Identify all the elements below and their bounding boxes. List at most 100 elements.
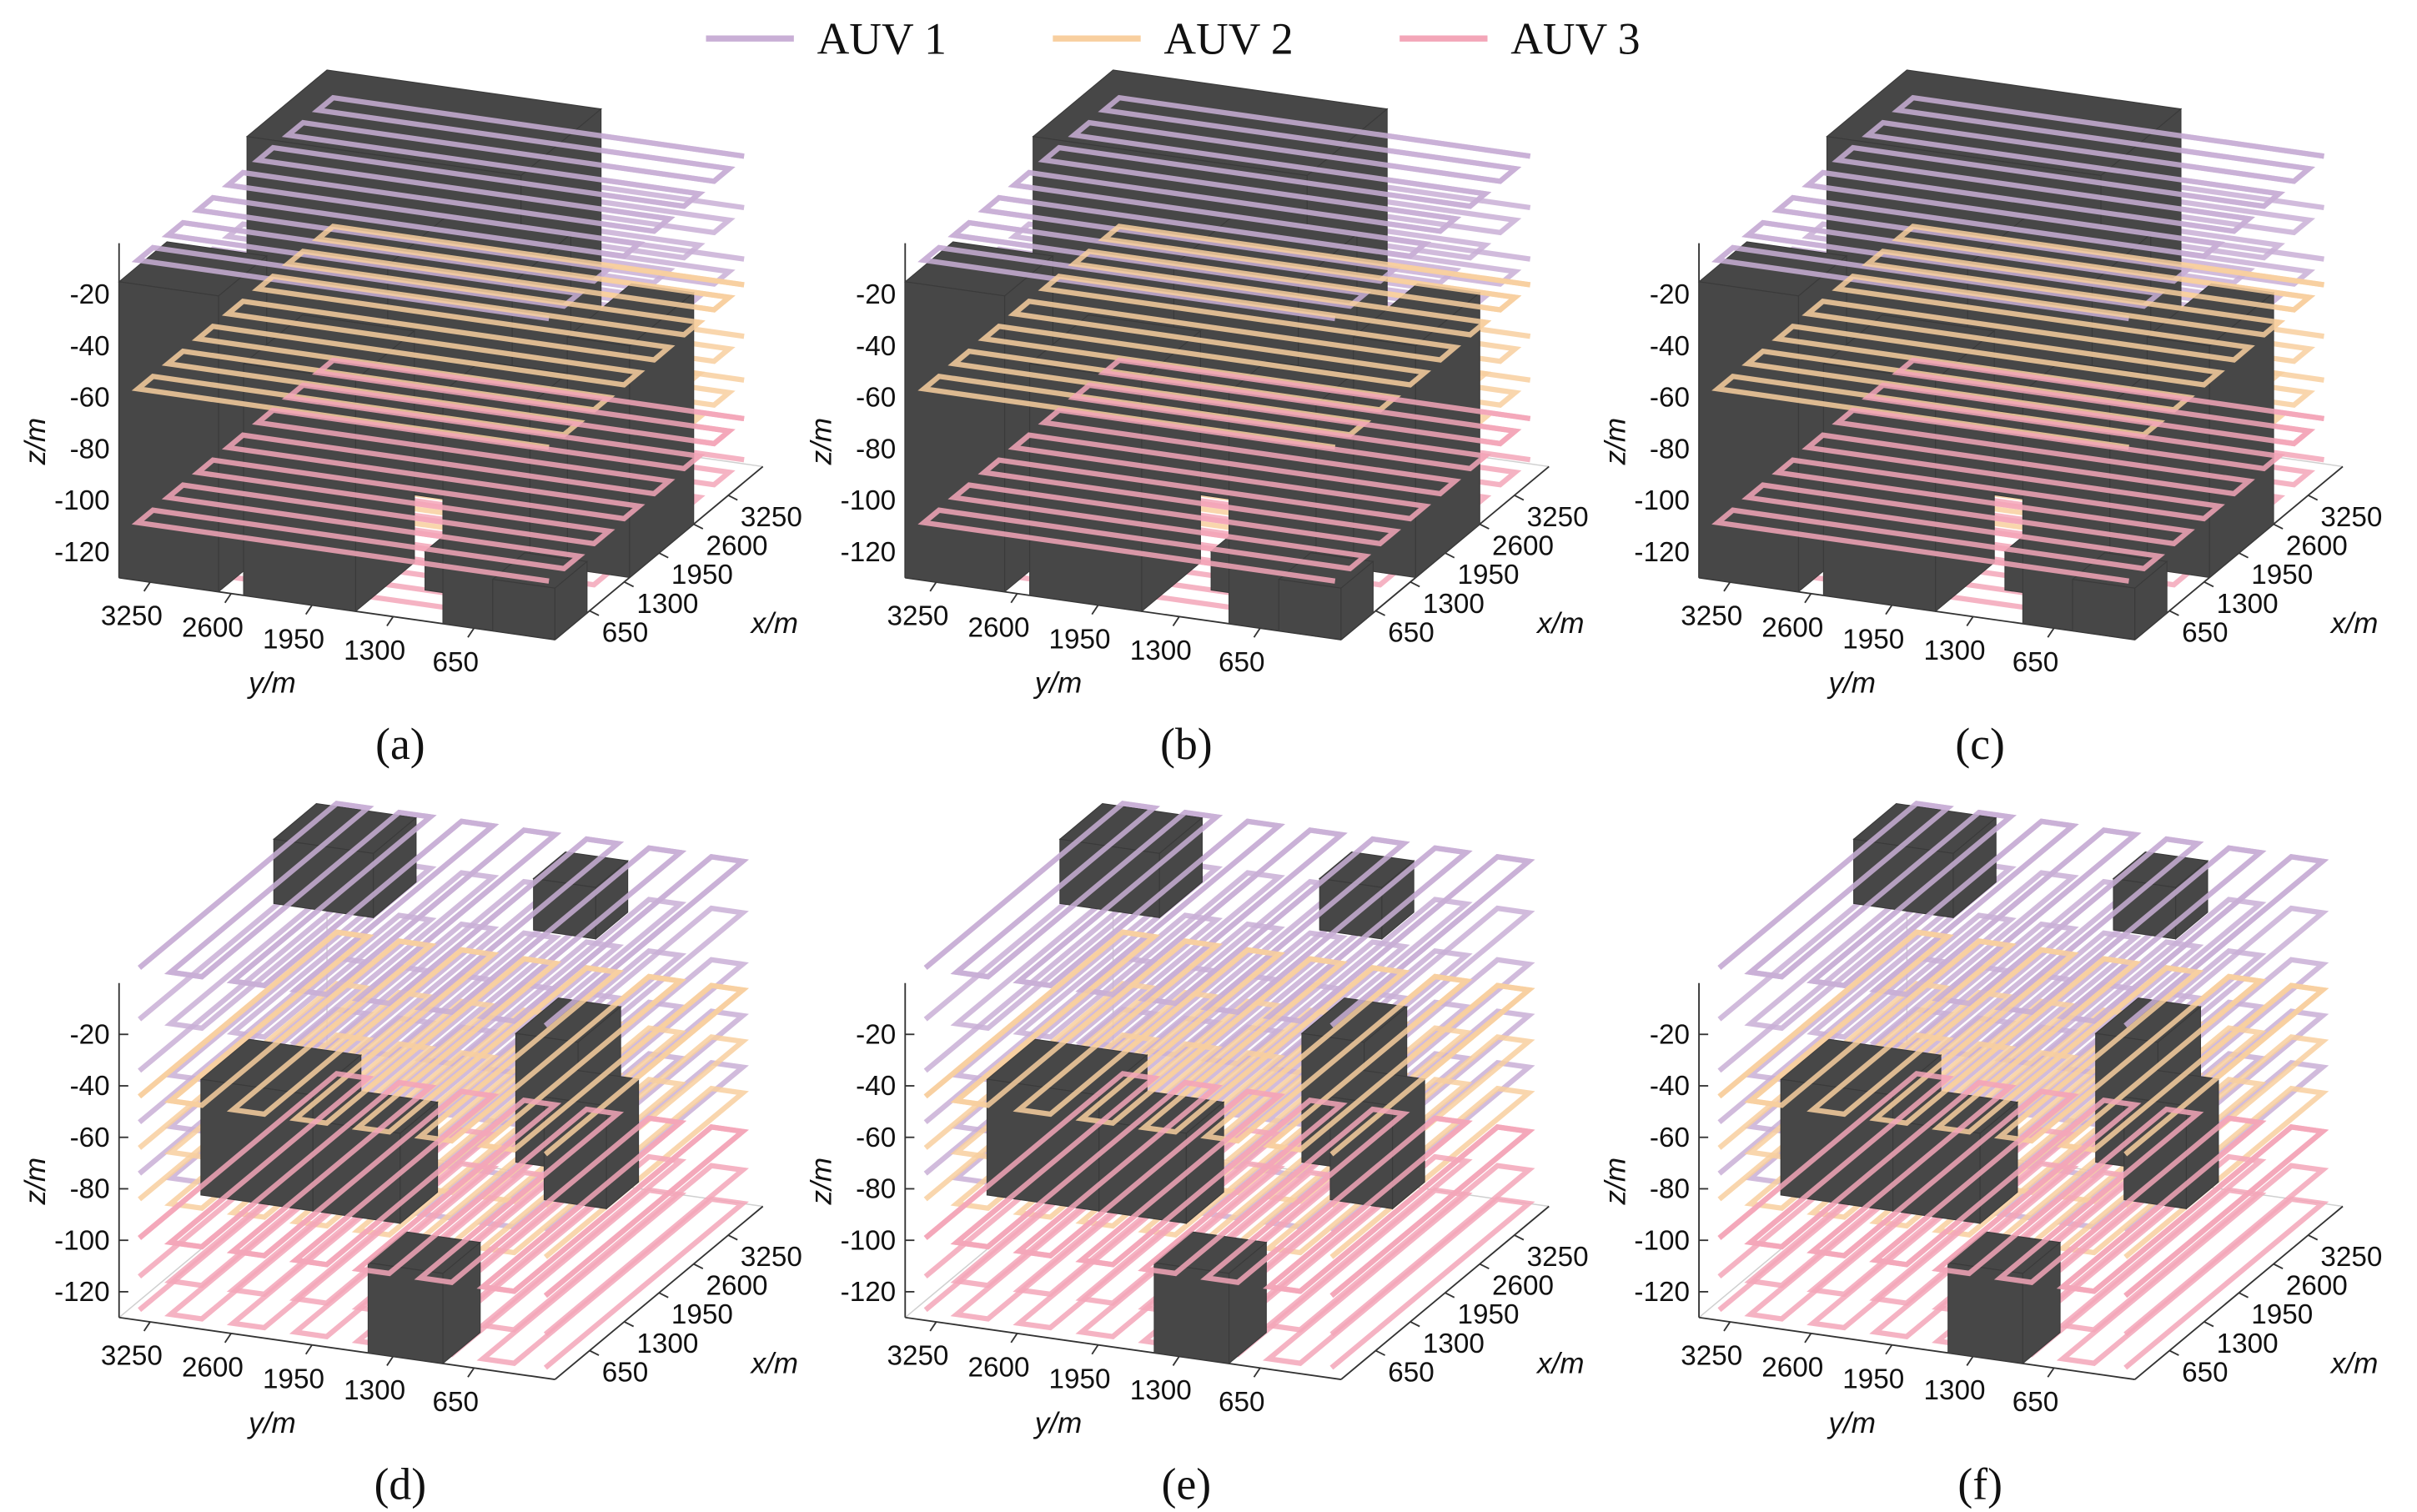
y-tick-label: 3250 — [1681, 601, 1742, 632]
z-axis-label: z/m — [806, 418, 838, 466]
y-tick-label: 650 — [432, 647, 478, 678]
obstacle-front — [904, 281, 1006, 593]
y-tick — [1253, 627, 1261, 638]
obstacle-side — [554, 560, 588, 641]
y-tick-label: 2600 — [1761, 612, 1823, 643]
z-tick-label: -20 — [856, 1019, 896, 1050]
obstacle-side — [373, 816, 417, 919]
x-tick — [1409, 1321, 1420, 1328]
y-tick-label: 1300 — [1130, 1375, 1192, 1406]
legend-label: AUV 2 — [1163, 14, 1293, 64]
obstacle-front — [118, 281, 219, 593]
x-tick — [1445, 552, 1455, 559]
y-tick-label: 2600 — [182, 1353, 244, 1384]
z-tick-label: -100 — [54, 1225, 110, 1256]
auv-path — [138, 801, 749, 1028]
y-tick-label: 650 — [432, 1387, 478, 1418]
x-tick-label: 3250 — [1527, 502, 1589, 533]
x-tick — [2308, 1234, 2319, 1241]
y-tick — [929, 1321, 937, 1332]
x-tick-label: 1950 — [1457, 560, 1519, 590]
auv-path — [1711, 94, 2324, 322]
obstacle-front — [1780, 1078, 1894, 1212]
x-axis — [1340, 1205, 1550, 1380]
x-tick — [2308, 495, 2319, 501]
auv-path — [923, 1071, 1535, 1299]
caption: (c) — [1955, 719, 2004, 769]
x-tick — [589, 1349, 600, 1356]
y-axis-label: y/m — [247, 1407, 296, 1439]
x-tick — [727, 1234, 738, 1241]
x-tick-label: 1300 — [636, 589, 698, 620]
x-tick-label: 3250 — [1527, 1242, 1589, 1273]
y-tick — [1091, 605, 1099, 615]
x-tick — [2239, 1292, 2249, 1299]
x-tick-label: 2600 — [706, 531, 768, 562]
z-tick-label: -120 — [841, 537, 897, 568]
y-tick — [1804, 593, 1812, 604]
y-tick — [1253, 1367, 1261, 1378]
auv-path — [138, 929, 749, 1157]
x-axis-label: x/m — [749, 1347, 798, 1379]
z-tick-label: -40 — [1650, 1071, 1690, 1102]
y-axis-label: y/m — [1033, 667, 1083, 700]
y-tick-label: 1300 — [344, 635, 405, 666]
z-tick-label: -40 — [70, 1071, 110, 1102]
y-tick-label: 1950 — [1049, 1364, 1111, 1394]
auv-path — [1717, 929, 2329, 1157]
obstacle-front — [986, 1078, 1100, 1212]
obstacle-side — [2134, 560, 2168, 641]
z-tick-label: -20 — [856, 279, 896, 310]
x-tick — [1479, 523, 1490, 530]
y-tick — [1010, 1333, 1018, 1344]
y-tick — [304, 605, 313, 615]
legend-label: AUV 1 — [817, 14, 947, 64]
y-tick — [143, 581, 151, 592]
x-tick-label: 1300 — [2217, 1329, 2279, 1359]
y-tick — [1172, 615, 1180, 627]
y-tick-label: 3250 — [101, 601, 163, 632]
obstacle-side — [442, 1241, 481, 1365]
z-axis-label: z/m — [1599, 1158, 1631, 1206]
z-tick-label: -80 — [70, 1174, 110, 1205]
z-tick-label: -20 — [70, 279, 110, 310]
x-tick-label: 1300 — [636, 1329, 698, 1359]
z-tick-label: -80 — [1650, 1174, 1690, 1205]
z-tick-label: -100 — [841, 485, 897, 516]
x-tick-label: 2600 — [706, 1271, 768, 1302]
x-tick — [1375, 610, 1386, 616]
z-tick-label: -40 — [70, 331, 110, 362]
x-tick — [2239, 552, 2249, 559]
y-tick — [2047, 1367, 2055, 1378]
y-tick — [1172, 1355, 1180, 1366]
y-axis — [118, 1316, 555, 1380]
y-tick-label: 1950 — [1049, 624, 1111, 655]
x-tick — [624, 581, 635, 588]
y-tick-label: 2600 — [967, 1353, 1029, 1384]
x-tick — [2203, 581, 2214, 588]
x-tick-label: 2600 — [1492, 531, 1554, 562]
x-tick-label: 650 — [602, 617, 648, 648]
x-tick-label: 1950 — [1457, 1299, 1519, 1330]
y-tick — [929, 581, 937, 592]
y-tick-label: 1950 — [1842, 1364, 1904, 1394]
x-tick — [624, 1321, 635, 1328]
z-tick-label: -120 — [54, 1277, 110, 1308]
obstacle-side — [1952, 816, 1997, 919]
y-tick — [467, 627, 475, 638]
y-tick-label: 1950 — [1842, 624, 1904, 655]
x-tick — [1479, 1263, 1490, 1270]
z-tick-label: -100 — [54, 485, 110, 516]
z-tick-label: -20 — [1650, 1019, 1690, 1050]
obstacle-side — [2022, 1241, 2061, 1365]
auv-path — [923, 1143, 1535, 1370]
auv-path — [131, 94, 745, 322]
auv-path — [1711, 357, 2324, 584]
y-tick — [386, 1355, 394, 1366]
y-tick — [1723, 581, 1731, 592]
x-tick-label: 650 — [1388, 1357, 1434, 1388]
y-tick — [224, 593, 232, 604]
y-tick — [1804, 1333, 1812, 1344]
